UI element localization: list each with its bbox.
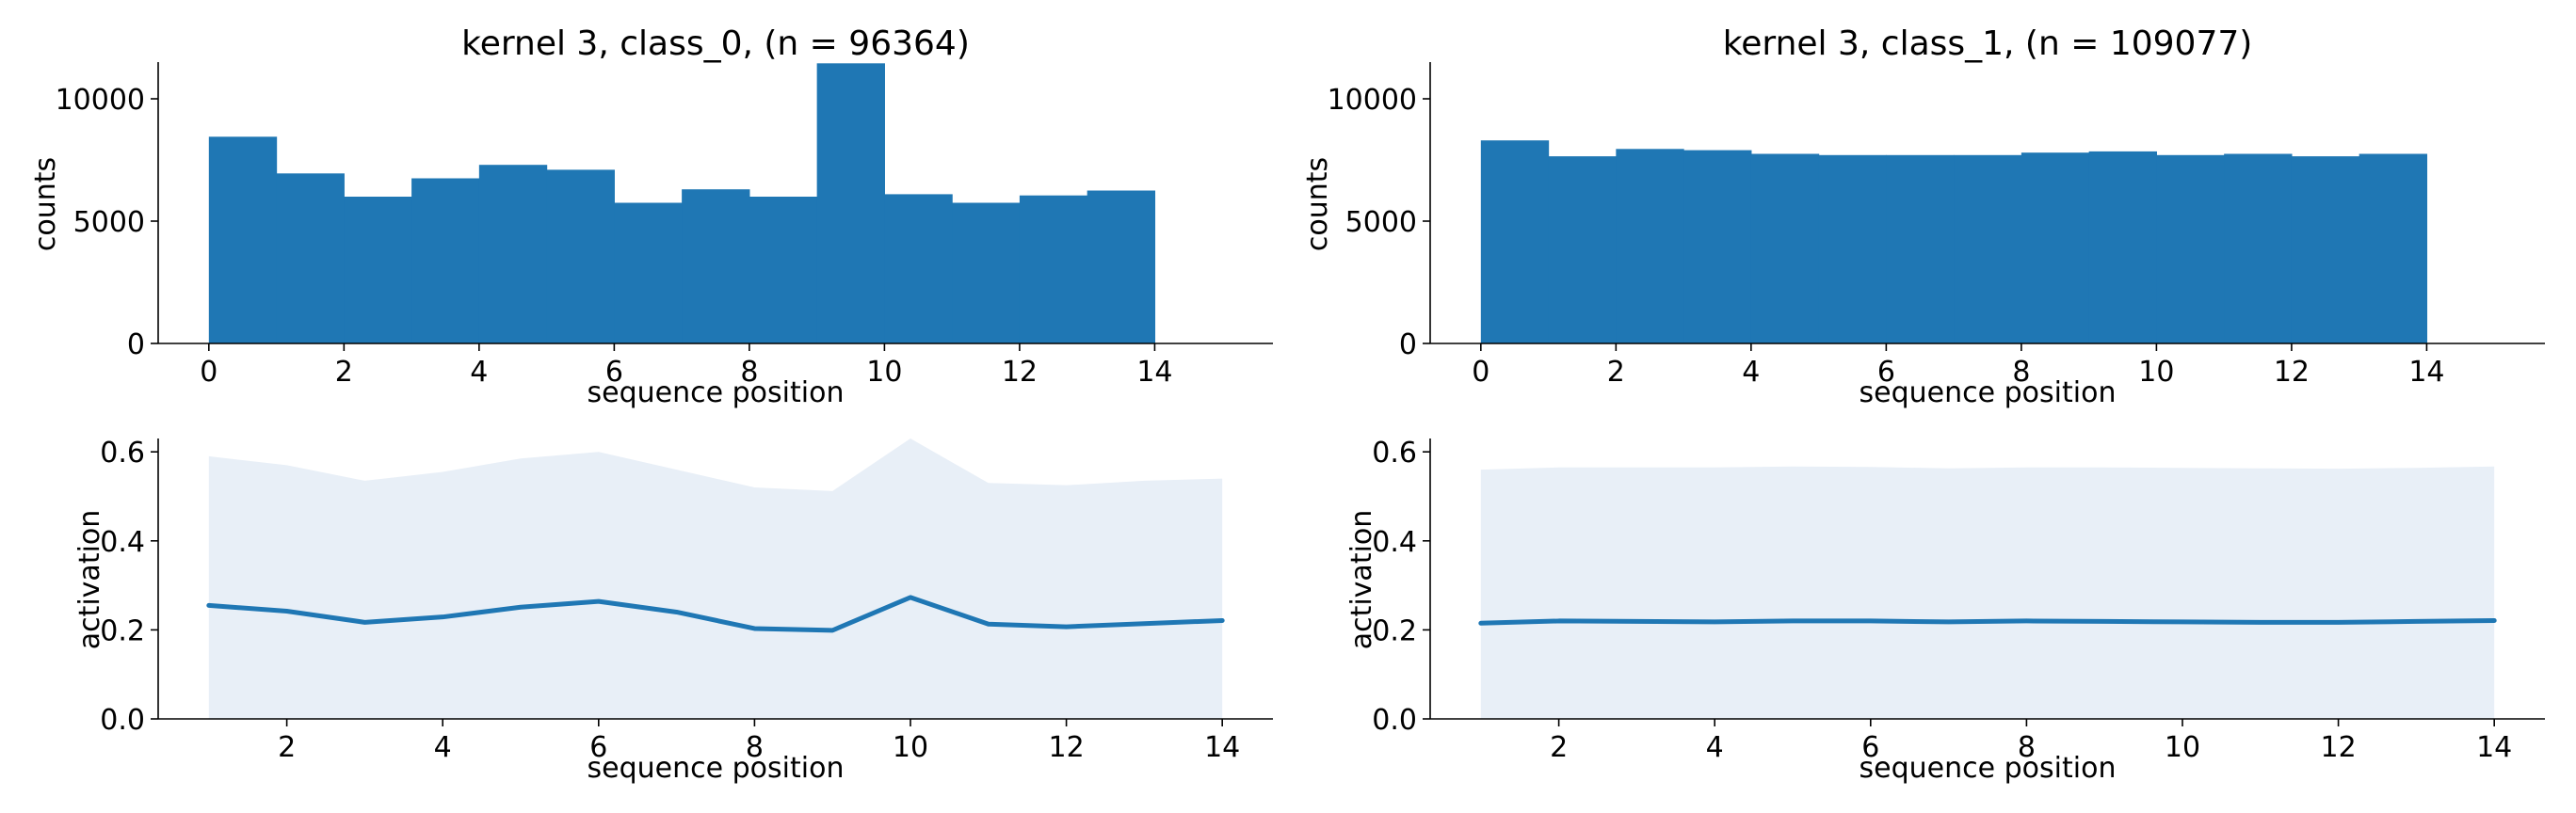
histogram-bar bbox=[2156, 154, 2225, 343]
x-tick-label: 14 bbox=[2408, 356, 2444, 389]
x-tick-label: 10 bbox=[2165, 731, 2200, 764]
y-axis-label: counts bbox=[29, 157, 62, 251]
x-tick-label: 10 bbox=[893, 731, 928, 764]
x-tick-label: 0 bbox=[1472, 356, 1489, 389]
plot-area: 2 4 6 8 10 12 14 0.0 0.2 0.4 0.6 bbox=[100, 437, 1273, 764]
histogram-bar bbox=[614, 202, 683, 343]
histogram-bar bbox=[1548, 156, 1617, 343]
x-axis-label: sequence position bbox=[1860, 376, 2117, 409]
y-tick-label: 0 bbox=[1399, 328, 1417, 361]
y-tick-label: 5000 bbox=[73, 206, 145, 239]
x-tick-label: 14 bbox=[2476, 731, 2512, 764]
activation-range-band bbox=[1480, 466, 2495, 719]
y-tick-label: 0.4 bbox=[1372, 526, 1417, 559]
x-tick-label: 4 bbox=[434, 731, 452, 764]
x-tick-label: 4 bbox=[1742, 356, 1760, 389]
y-tick-label: 0.6 bbox=[100, 437, 145, 470]
x-axis-label: sequence position bbox=[1860, 752, 2117, 785]
histogram-bar bbox=[1087, 190, 1156, 343]
x-axis-label: sequence position bbox=[588, 376, 845, 409]
histogram-bar bbox=[1019, 195, 1088, 343]
y-tick-label: 0.6 bbox=[1372, 437, 1417, 470]
x-tick-label: 2 bbox=[335, 356, 353, 389]
histogram-bar bbox=[952, 202, 1021, 343]
mean-activation-line bbox=[206, 595, 1225, 633]
y-axis-label: activation bbox=[73, 510, 106, 650]
y-tick-label: 0.0 bbox=[1372, 704, 1417, 737]
histogram-bar bbox=[2088, 151, 2157, 343]
x-tick-label: 12 bbox=[1002, 356, 1038, 389]
panel-activation-class1: activation sequence position 2 4 6 8 10 12 14 0… bbox=[1345, 437, 2545, 785]
histogram-bar bbox=[1886, 154, 1955, 343]
y-tick-label: 10000 bbox=[56, 84, 145, 117]
y-tick-label: 0.2 bbox=[100, 614, 145, 647]
x-tick-label: 10 bbox=[2138, 356, 2174, 389]
x-tick-label: 6 bbox=[605, 356, 623, 389]
histogram-bar bbox=[816, 63, 885, 344]
chart-title: kernel 3, class_1, (n = 109077) bbox=[1723, 24, 2253, 63]
plot-area: 0 2 4 6 8 10 12 14 0 5000 10000 bbox=[56, 62, 1273, 389]
x-tick-label: 10 bbox=[866, 356, 902, 389]
histogram-bar bbox=[208, 136, 278, 343]
histogram-bar bbox=[1616, 149, 1684, 343]
y-axis-label: counts bbox=[1301, 157, 1334, 251]
x-tick-label: 4 bbox=[1706, 731, 1724, 764]
x-tick-label: 14 bbox=[1136, 356, 1172, 389]
x-tick-label: 6 bbox=[1861, 731, 1879, 764]
x-tick-label: 2 bbox=[1550, 731, 1568, 764]
histogram-bar bbox=[682, 189, 750, 343]
histogram-bar bbox=[344, 197, 412, 343]
panel-hist-class0: kernel 3, class_0, (n = 96364) counts se… bbox=[29, 24, 1273, 409]
y-tick-label: 0.2 bbox=[1372, 614, 1417, 647]
x-tick-label: 12 bbox=[1048, 731, 1084, 764]
x-tick-label: 4 bbox=[470, 356, 488, 389]
histogram-bar bbox=[2291, 156, 2360, 343]
histogram-bar bbox=[1683, 150, 1752, 343]
histogram-bar bbox=[884, 194, 953, 343]
histogram-bar bbox=[1818, 154, 1887, 343]
y-tick-label: 0 bbox=[127, 328, 145, 361]
histogram-bar bbox=[411, 178, 480, 343]
panel-activation-class0: activation sequence position 2 4 6 8 10 12 14 0… bbox=[73, 437, 1273, 785]
x-tick-label: 2 bbox=[278, 731, 296, 764]
y-axis-label: activation bbox=[1345, 510, 1378, 650]
histogram-bar bbox=[1480, 140, 1550, 343]
x-tick-label: 6 bbox=[1877, 356, 1895, 389]
histogram-bar bbox=[276, 173, 345, 343]
plot-area: 0 2 4 6 8 10 12 14 0 5000 10000 bbox=[1328, 62, 2545, 389]
histogram-bar bbox=[2021, 152, 2090, 343]
histogram-bar bbox=[546, 169, 615, 343]
y-tick-label: 0.4 bbox=[100, 526, 145, 559]
mean-activation-line bbox=[1478, 617, 2497, 626]
histogram-bar bbox=[1954, 154, 2022, 343]
y-tick-label: 0.0 bbox=[100, 704, 145, 737]
x-tick-label: 8 bbox=[740, 356, 758, 389]
y-tick-label: 5000 bbox=[1345, 206, 1417, 239]
x-tick-label: 2 bbox=[1607, 356, 1625, 389]
x-tick-label: 6 bbox=[589, 731, 607, 764]
x-tick-label: 0 bbox=[200, 356, 217, 389]
panel-hist-class1: kernel 3, class_1, (n = 109077) counts s… bbox=[1301, 24, 2545, 409]
x-tick-label: 8 bbox=[746, 731, 764, 764]
x-tick-label: 14 bbox=[1204, 731, 1240, 764]
x-axis-label: sequence position bbox=[588, 752, 845, 785]
x-tick-label: 12 bbox=[2320, 731, 2356, 764]
histogram-bar bbox=[478, 165, 548, 343]
x-tick-label: 12 bbox=[2274, 356, 2310, 389]
histogram-bar bbox=[2359, 153, 2428, 343]
chart-title: kernel 3, class_0, (n = 96364) bbox=[461, 24, 970, 63]
histogram-bar bbox=[2224, 153, 2293, 343]
x-tick-label: 8 bbox=[2012, 356, 2030, 389]
histogram-bar bbox=[749, 197, 818, 343]
histogram-bar bbox=[1750, 153, 1820, 343]
plot-area: 2 4 6 8 10 12 14 0.0 0.2 0.4 0.6 bbox=[1372, 437, 2545, 764]
activation-range-band bbox=[208, 438, 1223, 719]
x-tick-label: 8 bbox=[2018, 731, 2036, 764]
y-tick-label: 10000 bbox=[1328, 84, 1417, 117]
